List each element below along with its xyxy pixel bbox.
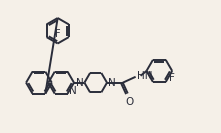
Text: HN: HN [137, 71, 152, 81]
Text: N: N [76, 78, 83, 88]
Text: N: N [108, 78, 116, 88]
Text: N: N [69, 86, 76, 96]
Text: O: O [126, 97, 134, 107]
Text: F: F [169, 73, 175, 83]
Text: F: F [55, 29, 61, 39]
